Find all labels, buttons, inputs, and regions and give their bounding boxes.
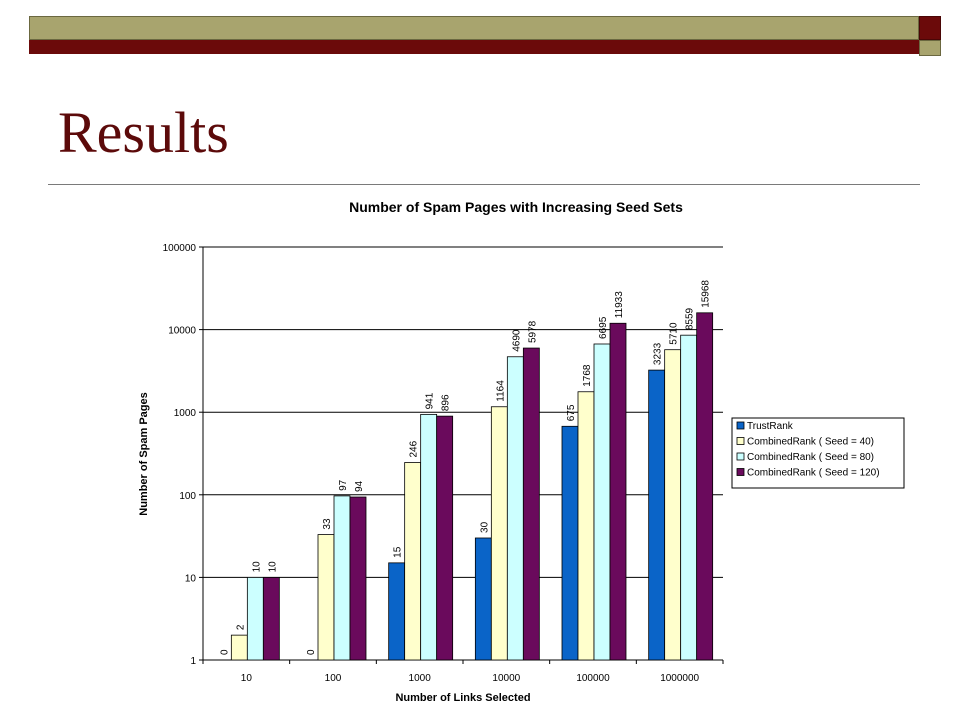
bar <box>246 577 264 661</box>
bar <box>577 391 595 661</box>
data-label: 0 <box>219 649 230 655</box>
bar <box>680 334 698 661</box>
x-tick-label: 100 <box>325 673 342 684</box>
bar <box>230 634 248 661</box>
data-label: 246 <box>409 440 420 457</box>
bar <box>420 413 438 661</box>
bar <box>696 312 714 661</box>
data-label: 941 <box>425 392 436 409</box>
legend-label: CombinedRank ( Seed = 120) <box>747 468 880 479</box>
legend-swatch <box>736 437 745 445</box>
legend-box <box>731 417 905 489</box>
bar <box>648 369 666 661</box>
x-tick-label: 10 <box>241 673 253 684</box>
y-tick-label: 1000 <box>174 408 197 419</box>
bar <box>333 495 351 661</box>
data-label: 4690 <box>511 329 522 352</box>
data-label: 10 <box>267 561 278 573</box>
data-label: 6695 <box>598 316 609 339</box>
bar <box>522 347 540 661</box>
data-label: 3233 <box>653 342 664 365</box>
data-label: 97 <box>338 479 349 491</box>
data-label: 1768 <box>582 364 593 387</box>
chart-title: Number of Spam Pages with Increasing See… <box>349 199 683 215</box>
bar <box>593 343 611 661</box>
data-label: 896 <box>441 394 452 411</box>
bar <box>609 322 627 661</box>
title-divider <box>48 184 920 185</box>
bar <box>404 462 422 661</box>
bar <box>262 577 280 661</box>
legend-label: CombinedRank ( Seed = 40) <box>747 437 874 448</box>
header-square-dark <box>919 16 941 40</box>
data-label: 5978 <box>527 320 538 343</box>
plot-background <box>203 247 723 660</box>
bar <box>490 406 508 661</box>
data-label: 33 <box>322 518 333 530</box>
data-label: 5710 <box>669 322 680 345</box>
data-label: 10 <box>251 561 262 573</box>
bar <box>664 349 682 661</box>
x-tick-label: 1000000 <box>660 673 699 684</box>
bar <box>561 425 579 661</box>
header-square-olive <box>919 40 941 56</box>
bar <box>474 537 492 661</box>
legend-swatch <box>736 452 745 461</box>
header-bar-dark <box>29 40 919 54</box>
legend-label: CombinedRank ( Seed = 80) <box>747 452 874 463</box>
bar <box>349 496 367 661</box>
legend-swatch <box>736 421 745 430</box>
header-bar-olive <box>29 16 919 40</box>
data-label: 8559 <box>685 307 696 330</box>
data-label: 15968 <box>701 280 712 308</box>
data-label: 1164 <box>495 380 506 402</box>
slide-title: Results <box>58 100 229 165</box>
y-tick-label: 10000 <box>168 326 196 337</box>
data-label: 0 <box>306 649 317 655</box>
data-label: 94 <box>354 480 365 492</box>
legend-swatch <box>736 468 745 476</box>
bar <box>388 562 406 661</box>
x-tick-label: 10000 <box>492 673 520 684</box>
x-axis-label: Number of Links Selected <box>395 692 530 704</box>
legend-label: TrustRank <box>747 421 794 432</box>
y-tick-label: 100 <box>179 491 196 502</box>
y-tick-label: 1 <box>190 656 196 667</box>
data-label: 30 <box>479 521 490 533</box>
y-axis-label: Number of Spam Pages <box>138 392 150 515</box>
chart-legend: TrustRank CombinedRank ( Seed = 40) Combin… <box>731 417 905 489</box>
data-label: 675 <box>566 404 577 421</box>
data-label: 15 <box>393 546 404 558</box>
y-tick-label: 100000 <box>163 243 197 254</box>
data-label: 2 <box>235 624 246 630</box>
bar <box>317 534 335 661</box>
x-tick-label: 100000 <box>576 673 610 684</box>
bar <box>506 356 524 661</box>
y-tick-label: 10 <box>185 573 197 584</box>
x-tick-label: 1000 <box>409 673 432 684</box>
data-label: 11933 <box>614 291 625 319</box>
bar <box>436 415 454 661</box>
